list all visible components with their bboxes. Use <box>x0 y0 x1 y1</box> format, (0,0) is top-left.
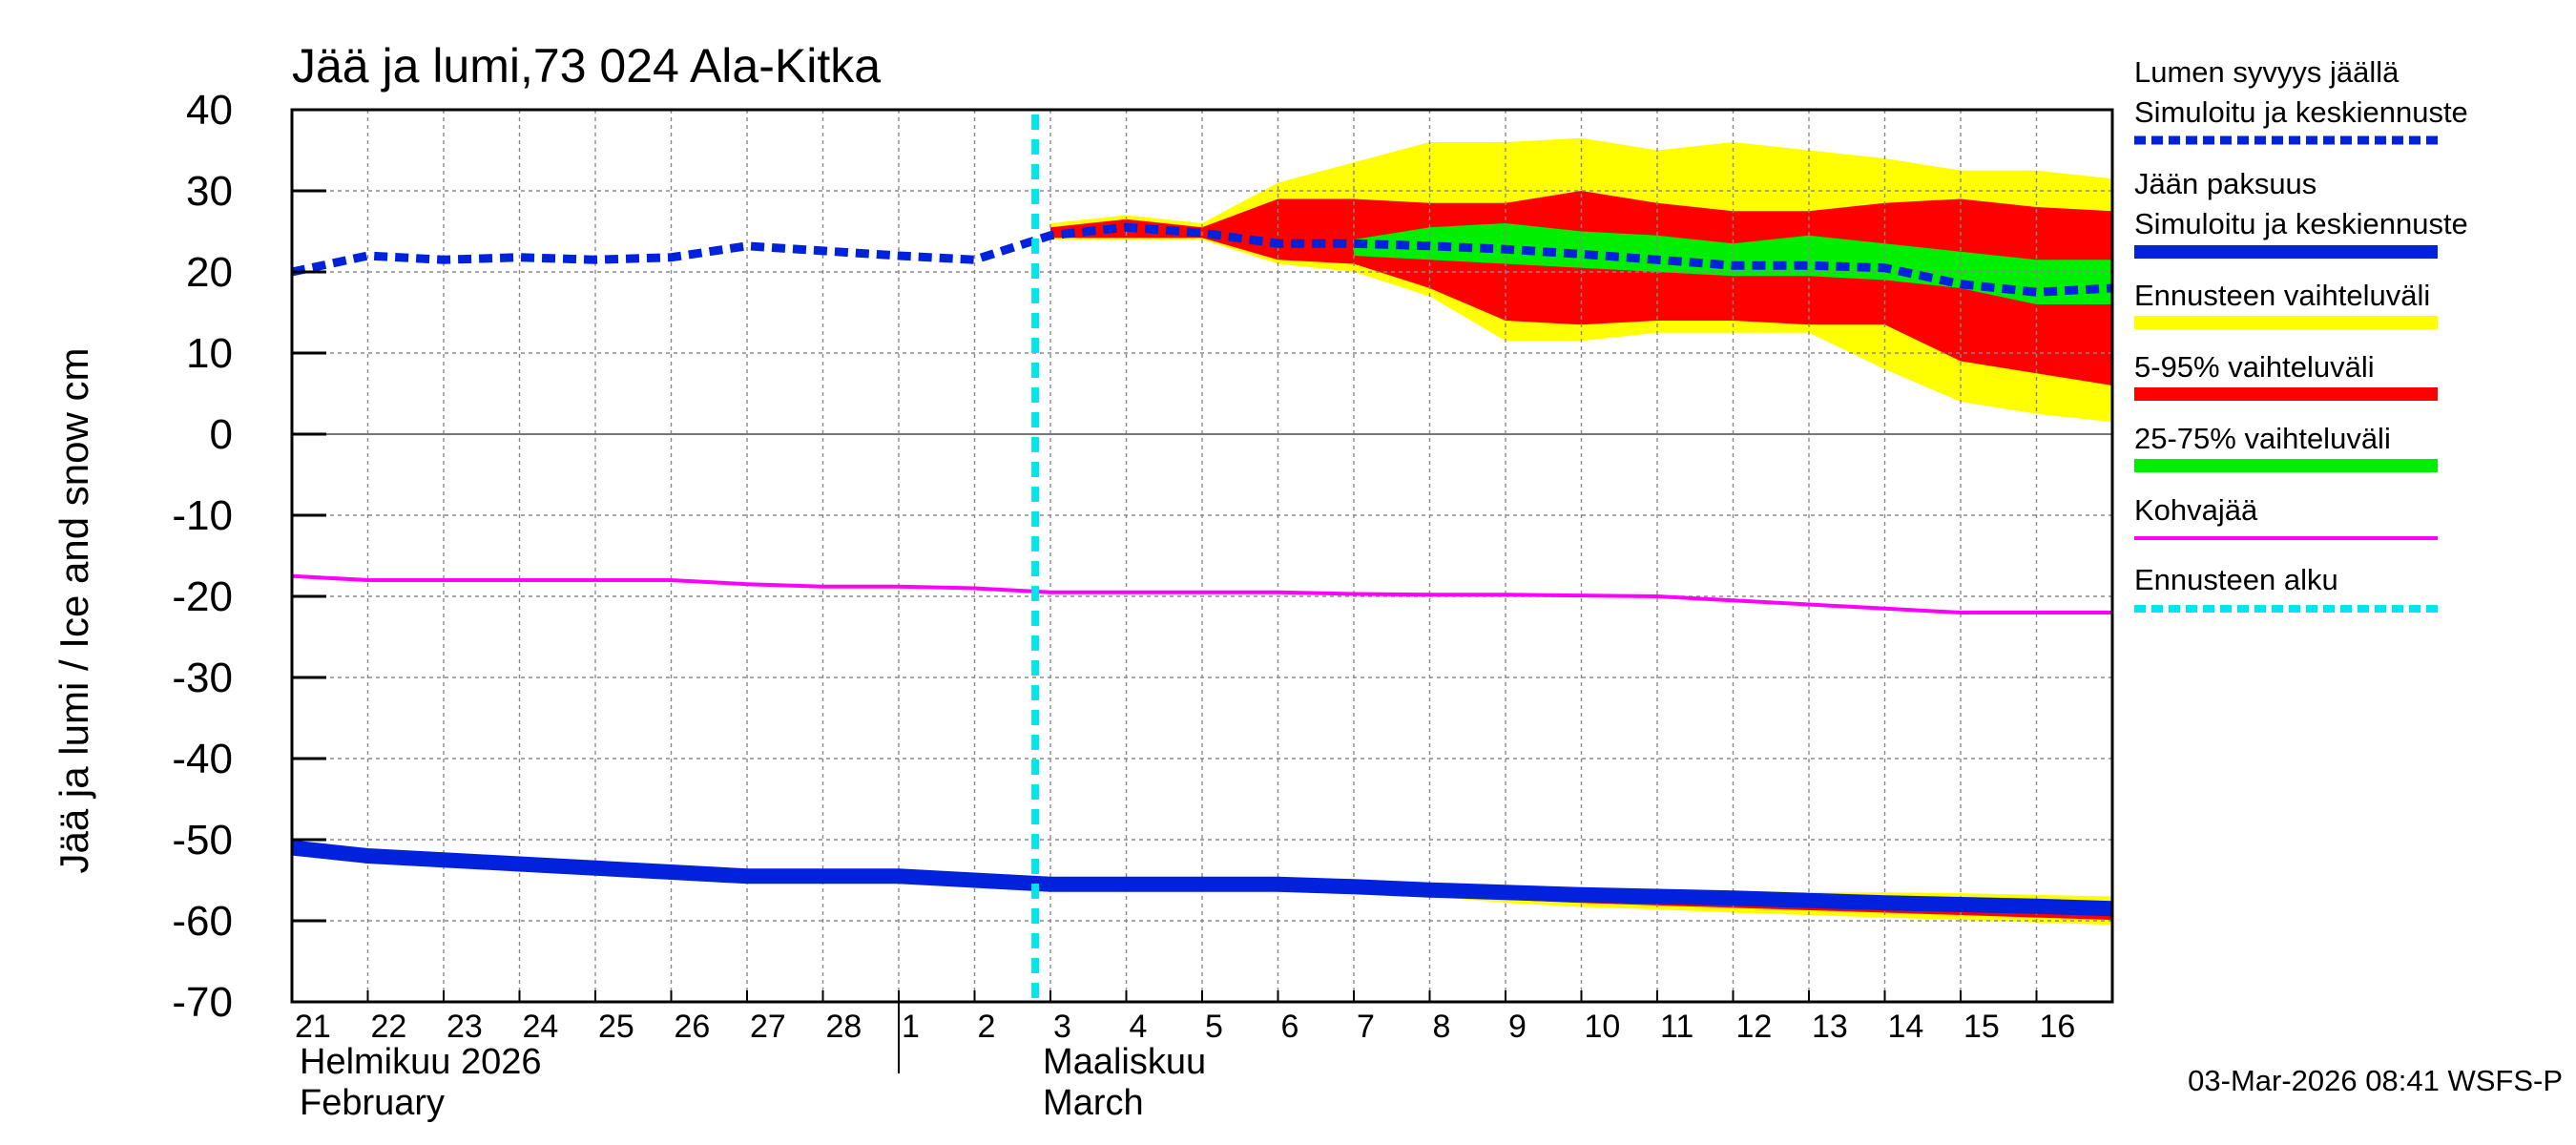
x-tick-label: 28 <box>826 1009 862 1045</box>
x-tick-label: 4 <box>1130 1009 1148 1045</box>
y-tick-label: -10 <box>172 492 233 539</box>
x-tick-label: 15 <box>1963 1009 2000 1045</box>
x-tick-label: 22 <box>371 1009 407 1045</box>
y-tick-label: -50 <box>172 817 233 864</box>
legend-label: Kohvajää <box>2134 493 2258 527</box>
y-tick-label: 10 <box>186 330 233 377</box>
x-tick-label: 8 <box>1433 1009 1451 1045</box>
x-tick-label: 25 <box>598 1009 634 1045</box>
x-tick-label: 16 <box>2040 1009 2076 1045</box>
y-tick-label: -30 <box>172 655 233 701</box>
series-line-1 <box>291 840 2113 917</box>
x-tick-label: 26 <box>675 1009 711 1045</box>
y-tick-label: -70 <box>172 979 233 1026</box>
legend-label: Simuloitu ja keskiennuste <box>2134 95 2468 129</box>
legend: Lumen syvyys jäällä Simuloitu ja keskienn… <box>2134 55 2468 613</box>
legend-label: 25-75% vaihteluväli <box>2134 422 2391 455</box>
y-tick-label: 0 <box>210 411 233 458</box>
legend-label: Jään paksuus <box>2134 167 2316 200</box>
x-tick-label: 11 <box>1660 1009 1693 1045</box>
x-tick-label: 5 <box>1205 1009 1223 1045</box>
y-tick-label: 40 <box>186 87 233 134</box>
y-axis-label: Jää ja lumi / Ice and snow cm <box>52 348 96 874</box>
x-tick-label: 27 <box>750 1009 786 1045</box>
y-tick-label: -40 <box>172 736 233 782</box>
x-tick-label: 2 <box>978 1009 996 1045</box>
series-lines <box>291 114 2113 1002</box>
legend-label: Ennusteen alku <box>2134 563 2338 596</box>
x-tick-label: 3 <box>1053 1009 1071 1045</box>
x-tick-label: 10 <box>1585 1009 1621 1045</box>
x-tick-label: 7 <box>1357 1009 1375 1045</box>
x-tick-label: 13 <box>1812 1009 1848 1045</box>
legend-label: Ennusteen vaihteluväli <box>2134 279 2430 312</box>
legend-label: Lumen syvyys jäällä <box>2134 55 2399 89</box>
series-line-2 <box>291 573 2112 614</box>
y-tick-label: 20 <box>186 249 233 296</box>
legend-label: 5-95% vaihteluväli <box>2134 350 2375 384</box>
month-label-en: March <box>1043 1083 1144 1123</box>
timestamp-footer: 03-Mar-2026 08:41 WSFS-P <box>2188 1064 2563 1097</box>
month-label-fi: Helmikuu 2026 <box>300 1042 541 1082</box>
month-label-fi: Maaliskuu <box>1043 1042 1206 1082</box>
x-tick-label: 21 <box>295 1009 331 1045</box>
x-tick-label: 9 <box>1508 1009 1527 1045</box>
y-tick-label: 30 <box>186 168 233 215</box>
x-tick-label: 1 <box>902 1009 920 1045</box>
x-tick-label: 12 <box>1736 1009 1773 1045</box>
x-tick-label: 24 <box>523 1009 559 1045</box>
y-tick-label: -20 <box>172 573 233 620</box>
x-tick-label: 23 <box>447 1009 483 1045</box>
x-tick-label: 6 <box>1281 1009 1299 1045</box>
month-label-en: February <box>300 1083 445 1123</box>
x-tick-label: 14 <box>1888 1009 1924 1045</box>
legend-label: Simuloitu ja keskiennuste <box>2134 207 2468 240</box>
y-tick-label: -60 <box>172 898 233 945</box>
chart-title: Jää ja lumi,73 024 Ala-Kitka <box>292 39 881 93</box>
series-line-0 <box>291 222 2113 297</box>
